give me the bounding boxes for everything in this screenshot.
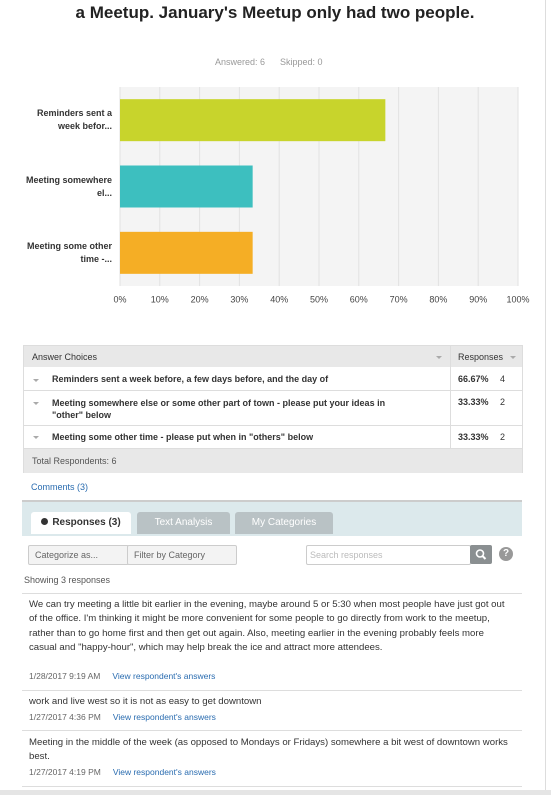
answered-count: Answered: 6 <box>215 57 266 67</box>
sort-arrow <box>510 356 516 359</box>
x-tick-label: 40% <box>270 294 288 304</box>
x-tick-label: 80% <box>429 294 447 304</box>
row-divider <box>24 390 522 391</box>
response-percent: 66.67% <box>458 374 489 384</box>
response-text: Meeting in the middle of the week (as op… <box>29 737 508 763</box>
response-text: We can try meeting a little bit earlier … <box>29 599 505 653</box>
dropdown-label: Filter by Category <box>134 550 206 560</box>
response-text: work and live west so it is not as easy … <box>29 696 262 707</box>
bar <box>120 231 253 274</box>
scroll-edge <box>545 0 546 790</box>
answer-choice: Meeting somewhere else or some other par… <box>52 398 386 420</box>
answer-choice: Meeting some other time - please put whe… <box>52 432 314 442</box>
table-header: Answer Choices <box>32 352 98 362</box>
sort-arrow <box>436 356 442 359</box>
answer-choice: Reminders sent a week before, a few days… <box>52 374 329 384</box>
answer-table: Answer Choices Responses Reminders sent … <box>23 345 523 473</box>
dropdown-label: Categorize as... <box>35 550 99 560</box>
row-toggle[interactable] <box>33 436 39 439</box>
response-percent: 33.33% <box>458 432 489 442</box>
response-percent: 33.33% <box>458 397 489 407</box>
categorize-dropdown[interactable]: Categorize as... <box>28 545 129 565</box>
search-placeholder: Search responses <box>310 550 383 560</box>
category-label: Reminders sent a week befor... <box>36 108 112 132</box>
x-tick-label: 100% <box>506 294 529 304</box>
divider <box>22 730 522 731</box>
divider <box>22 593 522 594</box>
x-tick-label: 0% <box>113 294 126 304</box>
tab-label: Responses (3) <box>52 517 121 528</box>
bar <box>120 99 386 142</box>
response-count: 2 <box>500 397 506 407</box>
response-count: 2 <box>500 432 506 442</box>
tab-responses[interactable]: Responses (3) <box>31 512 131 534</box>
date-text: 1/27/2017 4:19 PM <box>29 767 101 777</box>
total-respondents: Total Respondents: 6 <box>32 456 117 466</box>
response-date: 1/27/2017 4:36 PM View respondent's answe… <box>29 712 216 722</box>
x-tick-label: 70% <box>390 294 408 304</box>
x-tick-label: 90% <box>469 294 487 304</box>
search-button[interactable] <box>470 545 492 564</box>
row-divider <box>24 425 522 426</box>
date-text: 1/27/2017 4:36 PM <box>29 712 101 722</box>
chart: 0% 10% 20% 30% 40% 50% 60% 70% 80% 90% 100% <box>113 87 530 304</box>
row-toggle[interactable] <box>33 402 39 405</box>
respondent-link[interactable]: View respondent's answers <box>112 671 216 681</box>
question-title: a Meetup. January's Meetup only had two … <box>75 3 475 22</box>
date-text: 1/28/2017 9:19 AM <box>29 671 101 681</box>
x-tick-label: 30% <box>230 294 248 304</box>
divider <box>22 690 522 691</box>
comments-link[interactable]: Comments (3) <box>31 482 89 492</box>
column-divider <box>450 346 451 448</box>
x-tick-label: 50% <box>310 294 328 304</box>
showing-count: Showing 3 responses <box>24 575 111 585</box>
divider <box>22 786 522 787</box>
row-toggle[interactable] <box>33 379 39 382</box>
search-input[interactable]: Search responses <box>306 545 471 565</box>
x-tick-label: 20% <box>191 294 209 304</box>
respondent-link[interactable]: View respondent's answers <box>112 767 216 777</box>
x-tick-label: 60% <box>350 294 368 304</box>
response-date: 1/28/2017 9:19 AM View respondent's answe… <box>29 671 215 681</box>
table-header: Responses <box>458 352 504 362</box>
total-row-bg <box>24 448 522 473</box>
category-label: Meeting somewhere el... <box>25 174 112 198</box>
page-bottom <box>0 790 551 795</box>
search-icon <box>475 549 487 560</box>
x-tick-label: 10% <box>151 294 169 304</box>
respondent-link[interactable]: View respondent's answers <box>112 712 216 722</box>
separator <box>22 500 522 502</box>
help-icon[interactable]: ? <box>499 547 513 561</box>
bar <box>120 165 253 208</box>
response-date: 1/27/2017 4:19 PM View respondent's answe… <box>29 767 216 777</box>
table-header-bg <box>24 346 522 367</box>
skipped-count: Skipped: 0 <box>280 57 323 67</box>
tab-my-categories[interactable]: My Categories <box>235 512 333 534</box>
filter-dropdown[interactable]: Filter by Category <box>127 545 237 565</box>
tab-text-analysis[interactable]: Text Analysis <box>137 512 230 534</box>
response-count: 4 <box>500 374 506 384</box>
category-label: Meeting some other time -... <box>26 240 112 264</box>
